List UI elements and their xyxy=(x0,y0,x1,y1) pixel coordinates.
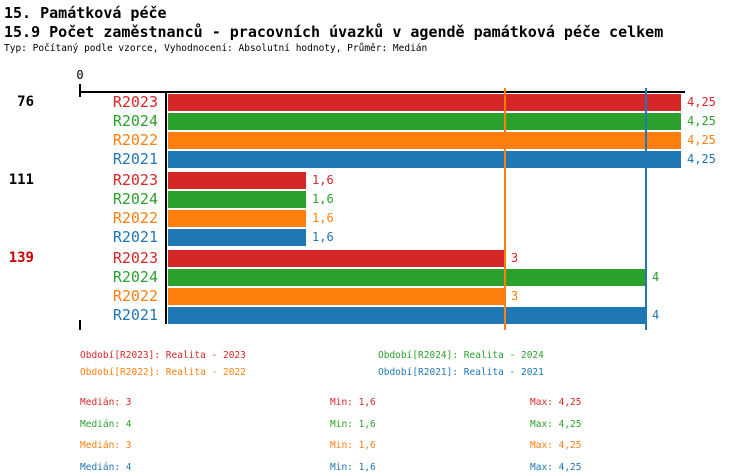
group-label: 139 xyxy=(8,250,34,266)
bar-value-label: 4 xyxy=(652,308,660,322)
bar-value-label: 4,25 xyxy=(687,95,716,109)
group-label: 76 xyxy=(17,94,34,110)
bar-R2022 xyxy=(168,132,681,149)
group-label: 111 xyxy=(8,172,34,188)
stat-max: Max: 4,25 xyxy=(530,418,582,430)
bar-value-label: 1,6 xyxy=(312,230,334,244)
x-axis-line xyxy=(80,91,685,93)
bar-R2021 xyxy=(168,151,681,168)
stat-median: Medián: 4 xyxy=(80,461,132,473)
bar-R2024 xyxy=(168,269,646,286)
bar-series-label: R2021 xyxy=(112,306,158,324)
bar-series-label: R2024 xyxy=(112,190,158,208)
bar-series-label: R2023 xyxy=(112,249,158,267)
bar-value-label: 4 xyxy=(652,270,660,284)
bar-series-label: R2021 xyxy=(112,228,158,246)
stat-median: Medián: 4 xyxy=(80,418,132,430)
legend-item-1-1: Období[R2021]: Realita - 2021 xyxy=(378,367,544,378)
bar-R2024 xyxy=(168,191,306,208)
bar-value-label: 4,25 xyxy=(687,133,716,147)
bar-R2022 xyxy=(168,210,306,227)
bar-value-label: 1,6 xyxy=(312,211,334,225)
bar-R2023 xyxy=(168,250,505,267)
x-axis-zero-tick-label: 0 xyxy=(76,68,84,82)
bar-value-label: 1,6 xyxy=(312,192,334,206)
bar-series-label: R2023 xyxy=(112,171,158,189)
page-title: 15. Památková péče xyxy=(4,4,167,22)
stat-max: Max: 4,25 xyxy=(530,461,582,473)
stat-max: Max: 4,25 xyxy=(530,397,582,408)
bar-R2021 xyxy=(168,307,646,324)
stat-min: Min: 1,6 xyxy=(330,418,376,430)
bar-series-label: R2022 xyxy=(112,287,158,305)
bar-R2024 xyxy=(168,113,681,130)
stat-min: Min: 1,6 xyxy=(330,461,376,473)
x-axis-zero-tick-bottom xyxy=(79,320,81,330)
legend-item-1-0: Období[R2024]: Realita - 2024 xyxy=(378,350,544,361)
legend-item-0-0: Období[R2023]: Realita - 2023 xyxy=(80,350,246,361)
bar-series-label: R2022 xyxy=(112,209,158,227)
stat-min: Min: 1,6 xyxy=(330,397,376,408)
bar-value-label: 3 xyxy=(511,289,519,303)
bar-value-label: 4,25 xyxy=(687,152,716,166)
median-line-R2021 xyxy=(645,88,647,330)
bar-R2023 xyxy=(168,172,306,189)
bar-series-label: R2024 xyxy=(112,112,158,130)
bar-value-label: 3 xyxy=(511,251,519,265)
bar-R2022 xyxy=(168,288,505,305)
bar-value-label: 4,25 xyxy=(687,114,716,128)
stat-median: Medián: 3 xyxy=(80,397,132,408)
bar-series-label: R2023 xyxy=(112,93,158,111)
bar-series-label: R2022 xyxy=(112,131,158,149)
bar-value-label: 1,6 xyxy=(312,173,334,187)
chart-meta-line: Typ: Počítaný podle vzorce, Vyhodnocení:… xyxy=(4,43,428,54)
bar-R2023 xyxy=(168,94,681,111)
x-axis-zero-tick xyxy=(79,84,81,97)
bar-R2021 xyxy=(168,229,306,246)
stat-median: Medián: 3 xyxy=(80,440,132,451)
legend-item-0-1: Období[R2022]: Realita - 2022 xyxy=(80,367,246,378)
stat-max: Max: 4,25 xyxy=(530,440,582,451)
category-axis-line xyxy=(165,92,167,324)
stat-min: Min: 1,6 xyxy=(330,440,376,451)
median-line-R2022 xyxy=(504,88,506,330)
bar-series-label: R2021 xyxy=(112,150,158,168)
chart-title: 15.9 Počet zaměstnanců - pracovních úvaz… xyxy=(4,23,664,41)
bar-series-label: R2024 xyxy=(112,268,158,286)
